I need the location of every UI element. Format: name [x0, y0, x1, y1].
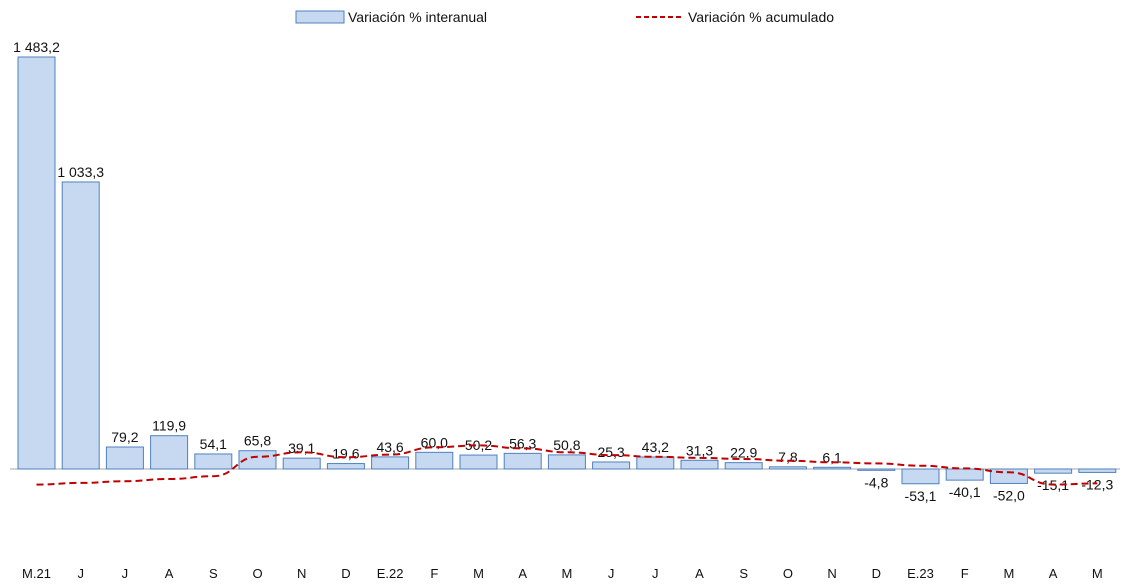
legend-bar-label: Variación % interanual: [348, 9, 487, 25]
bar-value-label: -12,3: [1081, 476, 1113, 492]
bar-value-label: 1 483,2: [13, 39, 60, 55]
bar-value-label: 119,9: [152, 418, 186, 434]
x-tick-label: J: [652, 566, 659, 581]
bar: [989, 468, 1028, 484]
bar: [503, 452, 542, 470]
x-tick-label: M: [473, 566, 484, 581]
bar-value-label: 31,3: [686, 442, 713, 458]
bar: [547, 454, 586, 470]
bar: [1078, 468, 1117, 473]
x-tick-label: M: [561, 566, 572, 581]
x-tick-label: E.23: [907, 566, 934, 581]
x-tick-label: E.22: [377, 566, 404, 581]
x-tick-label: J: [122, 566, 129, 581]
bar: [371, 456, 410, 470]
bar-value-label: 39,1: [288, 440, 315, 456]
bar-value-label: 50,8: [553, 437, 580, 453]
bar: [813, 466, 852, 470]
legend-line-label: Variación % acumulado: [688, 9, 834, 25]
bar-value-label: 60,0: [421, 434, 448, 450]
x-tick-label: J: [77, 566, 84, 581]
x-tick-label: F: [430, 566, 438, 581]
bar: [105, 446, 144, 470]
legend: Variación % interanual Variación % acumu…: [295, 9, 834, 25]
bars-layer: [17, 56, 1117, 485]
x-tick-label: N: [827, 566, 836, 581]
bar: [415, 451, 454, 470]
bar-value-label: 25,3: [597, 444, 624, 460]
bar-value-label: 7,8: [778, 449, 798, 465]
x-tick-label: J: [608, 566, 615, 581]
x-tick-label: O: [783, 566, 793, 581]
bar: [724, 462, 763, 470]
bar-labels-layer: 1 483,2 1 033,3 79,2 119,9 54,1 65,8 39,1 19,6 4…: [13, 39, 1113, 504]
bar: [326, 463, 365, 470]
x-tick-label: D: [341, 566, 350, 581]
bar: [636, 456, 675, 470]
bar: [459, 454, 498, 470]
bar-value-label: 79,2: [111, 429, 138, 445]
x-tick-label: A: [165, 566, 174, 581]
bar-value-label: 65,8: [244, 433, 271, 449]
x-tick-label: D: [872, 566, 881, 581]
x-tick-label: A: [695, 566, 704, 581]
x-tick-label: M.21: [22, 566, 51, 581]
bar-value-label: -40,1: [949, 484, 981, 500]
bar: [1034, 468, 1073, 474]
bar-value-label: 54,1: [200, 436, 227, 452]
bar-value-label: 22,9: [730, 445, 757, 461]
legend-bar-swatch: [295, 10, 345, 24]
bar: [901, 468, 940, 485]
x-tick-label: M: [1092, 566, 1103, 581]
cumulative-line: [36, 444, 1098, 486]
x-axis-ticks: M.21 J J A S O N D E.22 F M A M J J A S O N D E.23 F M A M: [22, 566, 1103, 581]
bar: [61, 181, 100, 470]
bar-value-label: 50,2: [465, 437, 492, 453]
bar-value-label: -52,0: [993, 487, 1025, 503]
bar: [857, 468, 896, 471]
bar: [150, 435, 189, 470]
bar-value-label: -4,8: [864, 474, 888, 490]
x-tick-label: A: [518, 566, 527, 581]
x-tick-label: S: [739, 566, 748, 581]
bar: [282, 457, 321, 470]
x-tick-label: F: [961, 566, 969, 581]
x-tick-label: A: [1049, 566, 1058, 581]
bar: [238, 450, 277, 470]
x-tick-label: S: [209, 566, 218, 581]
bar: [768, 466, 807, 470]
bar: [17, 56, 56, 470]
bar: [680, 459, 719, 470]
bar-value-label: 19,6: [332, 446, 359, 462]
bar: [592, 461, 631, 470]
x-tick-label: M: [1003, 566, 1014, 581]
bar-value-label: -53,1: [905, 488, 937, 504]
bar: [945, 468, 984, 481]
bar-value-label: 43,6: [376, 439, 403, 455]
x-tick-label: O: [252, 566, 262, 581]
x-tick-label: N: [297, 566, 306, 581]
bar: [194, 453, 233, 470]
bar-value-label: 43,2: [642, 439, 669, 455]
bar-value-label: 1 033,3: [57, 164, 104, 180]
